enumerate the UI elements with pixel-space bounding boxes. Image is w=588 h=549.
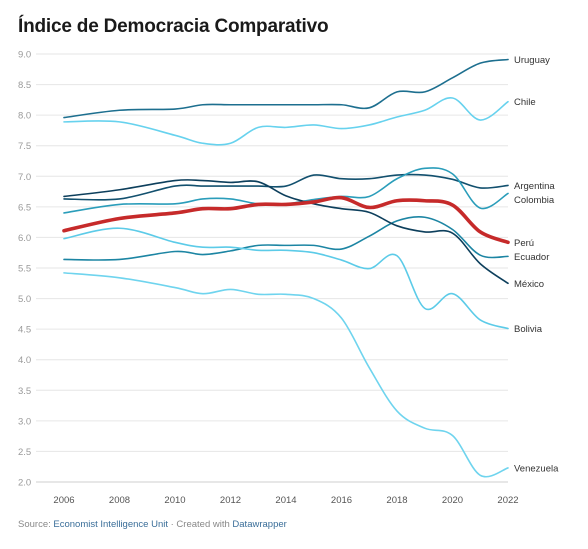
datawrapper-link[interactable]: Datawrapper bbox=[232, 519, 287, 530]
y-tick-label: 2.0 bbox=[18, 478, 31, 489]
x-tick-label: 2010 bbox=[164, 495, 185, 506]
created-with-label: · Created with bbox=[170, 519, 230, 530]
series-line-colombia bbox=[63, 167, 509, 214]
y-tick-label: 8.5 bbox=[18, 80, 31, 91]
y-tick-label: 3.0 bbox=[18, 416, 31, 427]
series-labels: Uruguay Chile Argentina Colombia Perú Ecuador… bbox=[514, 55, 559, 474]
x-tick-label: 2006 bbox=[53, 495, 74, 506]
series-label-bolivia: Bolivia bbox=[514, 324, 543, 335]
y-tick-label: 7.0 bbox=[18, 172, 31, 183]
series-label-argentina: Argentina bbox=[514, 181, 555, 192]
series-line-chile bbox=[63, 97, 509, 146]
series-line-argentina bbox=[63, 173, 509, 201]
y-tick-label: 4.5 bbox=[18, 325, 31, 336]
series-line-uruguay bbox=[63, 58, 509, 119]
x-tick-label: 2020 bbox=[442, 495, 463, 506]
y-tick-label: 2.5 bbox=[18, 447, 31, 458]
series-line-peru bbox=[62, 195, 510, 245]
y-tick-label: 6.0 bbox=[18, 233, 31, 244]
gridlines bbox=[36, 53, 508, 483]
series-line-venezuela bbox=[63, 272, 509, 478]
y-tick-label: 5.5 bbox=[18, 264, 31, 275]
y-tick-label: 6.5 bbox=[18, 202, 31, 213]
y-tick-label: 7.5 bbox=[18, 141, 31, 152]
series-line-ecuador bbox=[63, 215, 509, 261]
x-tick-label: 2008 bbox=[109, 495, 130, 506]
series-label-ecuador: Ecuador bbox=[514, 252, 549, 263]
y-tick-label: 8.0 bbox=[18, 111, 31, 122]
series-line-mexico bbox=[63, 179, 509, 285]
series-label-chile: Chile bbox=[514, 97, 536, 108]
x-tick-label: 2014 bbox=[275, 495, 296, 506]
y-tick-label: 5.0 bbox=[18, 294, 31, 305]
line-chart: 9.0 8.5 8.0 7.5 7.0 6.5 6.0 5.5 5.0 4.5 4.0 3.5 3.0 2… bbox=[18, 50, 559, 507]
source-footer: Source: Economist Intelligence Unit · Cr… bbox=[18, 519, 287, 530]
y-tick-label: 3.5 bbox=[18, 386, 31, 397]
chart-title: Índice de Democracia Comparativo bbox=[18, 16, 329, 37]
series-line-bolivia bbox=[63, 227, 509, 330]
x-axis-ticks: 2006 2008 2010 2012 2014 2016 2018 2020 2022 bbox=[53, 495, 518, 506]
y-tick-label: 9.0 bbox=[18, 50, 31, 61]
series-lines bbox=[62, 58, 510, 478]
series-label-uruguay: Uruguay bbox=[514, 55, 550, 66]
series-label-colombia: Colombia bbox=[514, 195, 555, 206]
y-axis-ticks: 9.0 8.5 8.0 7.5 7.0 6.5 6.0 5.5 5.0 4.5 4.0 3.5 3.0 2… bbox=[18, 50, 31, 489]
series-label-peru: Perú bbox=[514, 238, 534, 249]
series-label-venezuela: Venezuela bbox=[514, 463, 559, 474]
source-link[interactable]: Economist Intelligence Unit bbox=[53, 519, 168, 530]
x-tick-label: 2018 bbox=[386, 495, 407, 506]
series-label-mexico: México bbox=[514, 279, 544, 290]
x-tick-label: 2012 bbox=[220, 495, 241, 506]
x-tick-label: 2016 bbox=[331, 495, 352, 506]
x-tick-label: 2022 bbox=[497, 495, 518, 506]
y-tick-label: 4.0 bbox=[18, 355, 31, 366]
source-label: Source: bbox=[18, 519, 51, 530]
